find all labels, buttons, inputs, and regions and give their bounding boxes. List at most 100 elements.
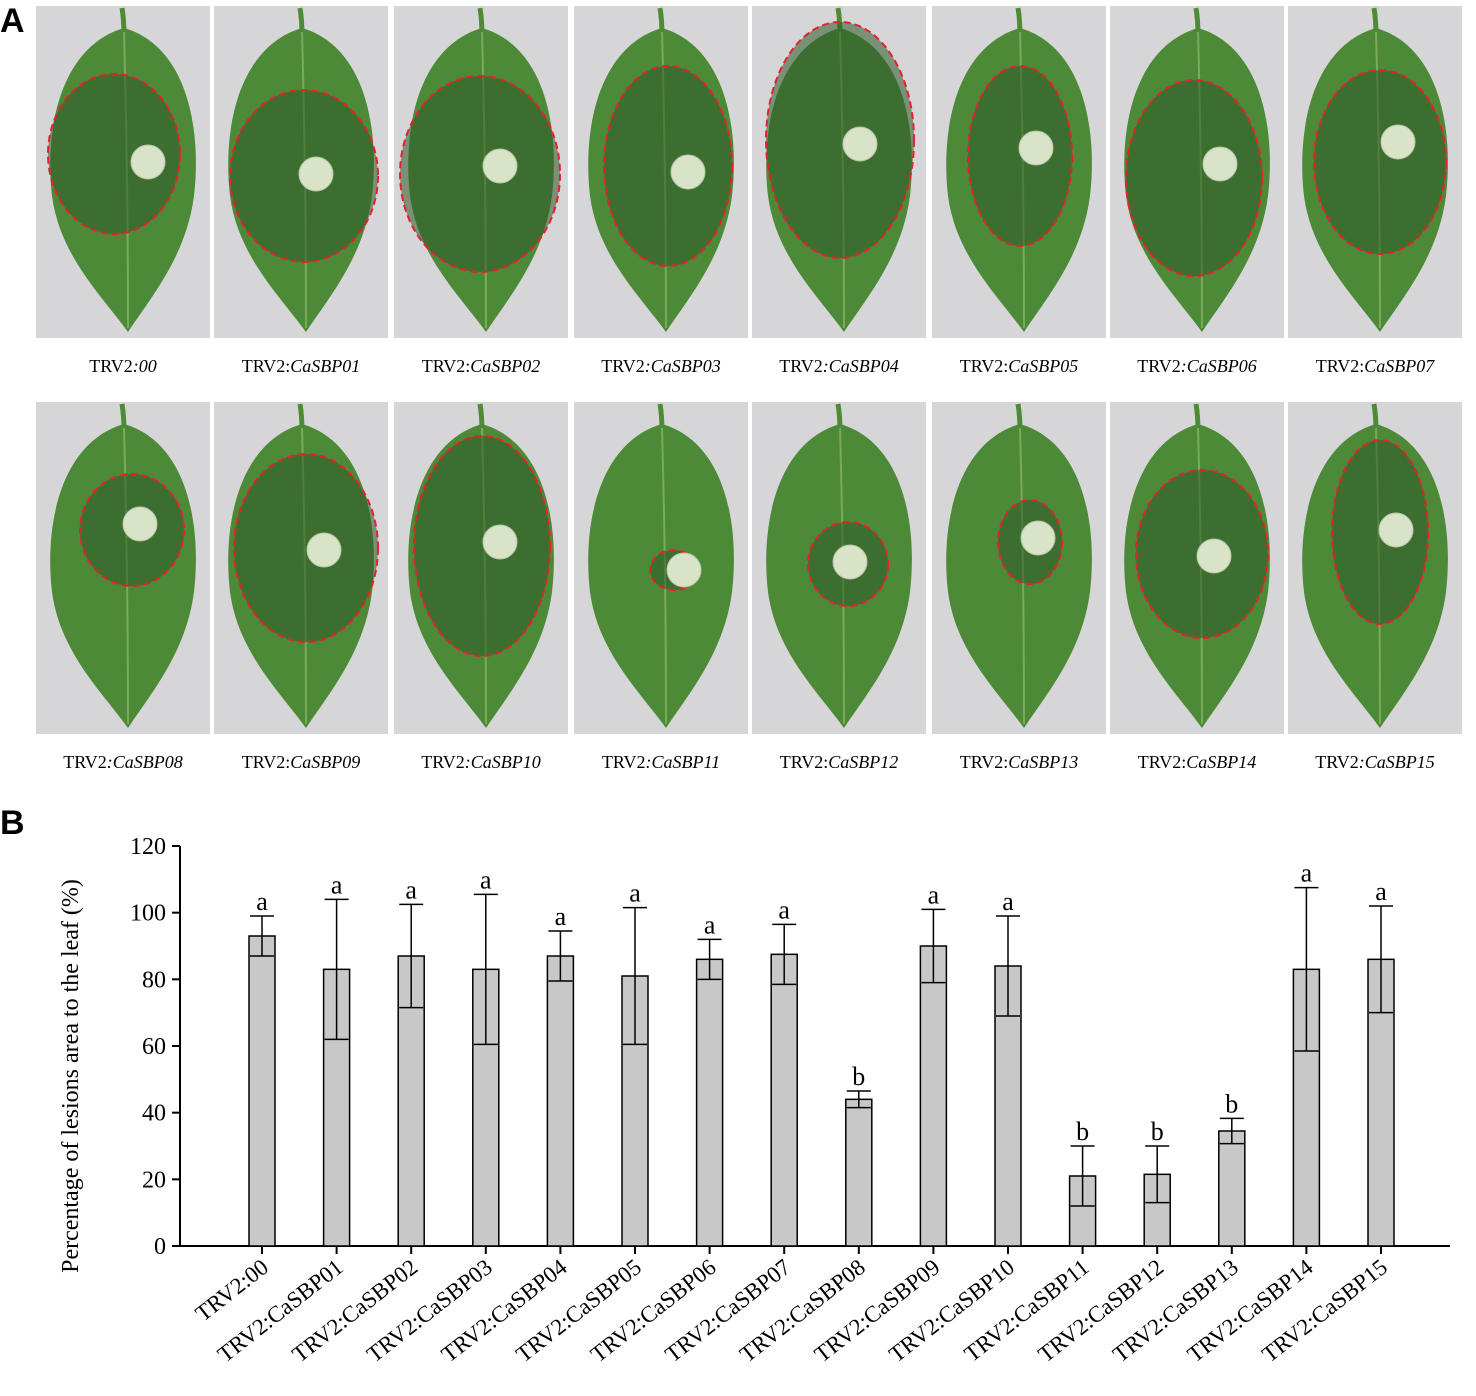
bar-6 xyxy=(695,958,724,1247)
leaf-label: TRV2:CaSBP05 xyxy=(926,356,1112,377)
significance-label-15: a xyxy=(1375,877,1387,906)
x-tick-label-8: TRV2:CaSBP08 xyxy=(735,1254,870,1367)
agar-disc xyxy=(1018,130,1054,166)
x-tick-label-1: TRV2:CaSBP01 xyxy=(213,1254,348,1367)
agar-disc xyxy=(1380,124,1416,160)
y-tick-label: 40 xyxy=(142,1101,166,1127)
leaf-label-prefix: TRV2: xyxy=(779,752,829,772)
bar-7 xyxy=(770,953,798,1247)
agar-disc xyxy=(122,506,158,542)
leaf-label: TRV2:CaSBP12 xyxy=(746,752,932,773)
lesion-area xyxy=(604,66,732,266)
panel-a-letter: A xyxy=(0,2,25,40)
agar-disc xyxy=(306,532,342,568)
significance-label-10: a xyxy=(1002,887,1014,916)
lesion-outline xyxy=(399,75,561,273)
lesion-outline xyxy=(1135,469,1269,639)
significance-label-14: a xyxy=(1301,859,1313,888)
x-tick-label-4: TRV2:CaSBP04 xyxy=(437,1254,572,1367)
leaf-label-gene: :CaSBP06 xyxy=(1180,356,1257,376)
leaf-photo xyxy=(1288,6,1462,338)
leaf-photo xyxy=(1110,6,1284,338)
leaf-photo-panel: TRV2:00 TRV2:CaSBP01 TRV2:CaSBP02 TRV2:CaSB… xyxy=(36,6,1476,776)
leaf-label: TRV2:CaSBP14 xyxy=(1104,752,1290,773)
agar-disc xyxy=(298,156,334,192)
y-tick-label: 20 xyxy=(142,1167,166,1193)
leaf-label-prefix: TRV2: xyxy=(1315,356,1365,376)
lesion-outline xyxy=(1125,79,1263,277)
y-tick-label: 100 xyxy=(130,901,166,927)
x-tick-label-2: TRV2:CaSBP02 xyxy=(287,1254,422,1367)
leaf-label-prefix: TRV2 xyxy=(89,356,133,376)
leaf-label-gene: :CaSBP03 xyxy=(644,356,721,376)
significance-label-11: b xyxy=(1076,1117,1089,1146)
leaf-photo xyxy=(752,402,926,734)
leaf-label: TRV2:CaSBP06 xyxy=(1104,356,1290,377)
leaf-photo xyxy=(1110,402,1284,734)
leaf-label-gene: CaSBP13 xyxy=(1008,752,1079,772)
leaf-label: TRV2:CaSBP15 xyxy=(1282,752,1468,773)
agar-disc xyxy=(1202,146,1238,182)
leaf-label-gene: :00 xyxy=(132,356,157,376)
leaf-label: TRV2:CaSBP11 xyxy=(568,752,754,773)
leaf-label-prefix: TRV2 xyxy=(1137,356,1181,376)
lesion-outline xyxy=(1331,439,1429,625)
lesion-area xyxy=(414,436,550,656)
lesion-outline xyxy=(997,499,1063,585)
y-tick-label: 120 xyxy=(130,834,166,860)
x-tick-label-3: TRV2:CaSBP03 xyxy=(362,1254,497,1367)
lesion-outline xyxy=(967,65,1073,247)
lesion-area xyxy=(968,66,1072,246)
leaf-label-gene: CaSBP07 xyxy=(1364,356,1435,376)
leaf-label: TRV2:CaSBP10 xyxy=(388,752,574,773)
leaf-label-prefix: TRV2: xyxy=(421,356,471,376)
leaf-label-prefix: TRV2: xyxy=(241,356,291,376)
lesion-outline xyxy=(79,473,185,587)
leaf-photo xyxy=(932,402,1106,734)
lesion-area xyxy=(1314,70,1446,254)
agar-disc xyxy=(482,148,518,184)
lesion-outline xyxy=(807,521,889,607)
leaf-photo xyxy=(752,6,926,338)
leaf-photo xyxy=(394,6,568,338)
bar-9 xyxy=(919,945,948,1247)
significance-label-4: a xyxy=(555,902,567,931)
leaf-label-prefix: TRV2: xyxy=(1137,752,1187,772)
leaf-label-prefix: TRV2 xyxy=(601,356,645,376)
y-axis-label: Percentage of lesions area to the leaf (… xyxy=(58,879,84,1273)
significance-label-2: a xyxy=(405,875,417,904)
x-tick-label-11: TRV2:CaSBP11 xyxy=(960,1254,1094,1366)
leaf-label-gene: :CaSBP11 xyxy=(645,752,721,772)
leaf-label-prefix: TRV2 xyxy=(63,752,107,772)
bar-8 xyxy=(845,1098,873,1247)
x-tick-label-6: TRV2:CaSBP06 xyxy=(586,1254,721,1367)
significance-label-8: b xyxy=(852,1062,865,1091)
x-tick-label-10: TRV2:CaSBP10 xyxy=(884,1254,1019,1367)
agar-disc xyxy=(1196,538,1232,574)
significance-label-3: a xyxy=(480,865,492,894)
significance-label-5: a xyxy=(629,879,641,908)
significance-label-0: a xyxy=(256,887,268,916)
leaf-photo xyxy=(574,6,748,338)
x-tick-label-9: TRV2:CaSBP09 xyxy=(810,1254,945,1367)
leaf-label: TRV2:CaSBP01 xyxy=(208,356,394,377)
lesion-area-bar-chart: 0 20 40 60 80 100 120 Percentage of lesions are… xyxy=(58,834,1450,1367)
lesion-outline xyxy=(765,21,915,259)
leaf-label: TRV2:CaSBP03 xyxy=(568,356,754,377)
lesion-outline xyxy=(413,435,551,657)
leaf-photo xyxy=(214,6,388,338)
significance-label-1: a xyxy=(331,870,343,899)
x-tick-label-12: TRV2:CaSBP12 xyxy=(1033,1254,1168,1367)
leaf-label-prefix: TRV2: xyxy=(241,752,291,772)
agar-disc xyxy=(130,144,166,180)
panel-b-letter: B xyxy=(0,804,25,842)
agar-disc xyxy=(670,154,706,190)
agar-disc xyxy=(832,544,868,580)
lesion-area xyxy=(1126,80,1262,276)
significance-label-7: a xyxy=(778,895,790,924)
leaf-label: TRV2:CaSBP13 xyxy=(926,752,1112,773)
bar-13 xyxy=(1218,1130,1246,1247)
leaf-label-gene: :CaSBP08 xyxy=(106,752,183,772)
leaf-label-prefix: TRV2 xyxy=(1315,752,1359,772)
leaf-label: TRV2:CaSBP07 xyxy=(1282,356,1468,377)
